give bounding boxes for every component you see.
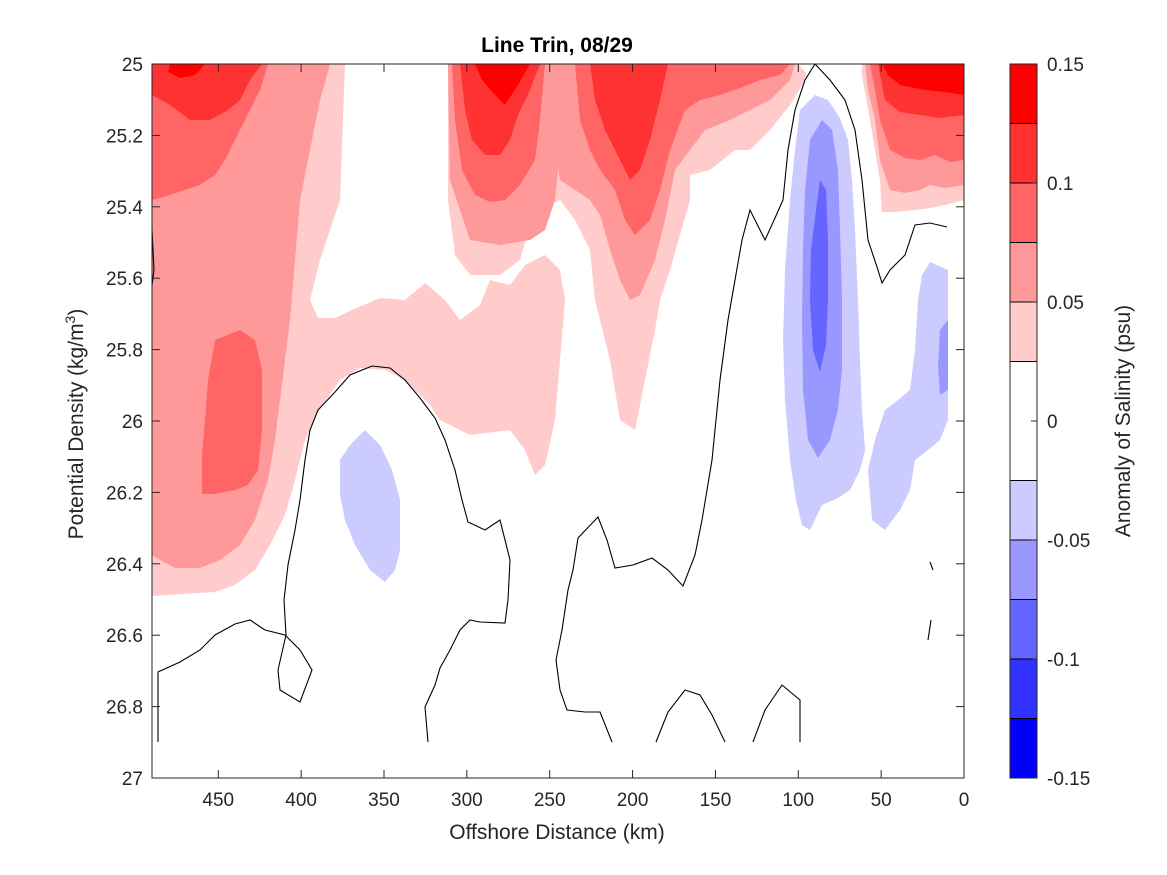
y-tick-label: 25.4 [106, 198, 143, 219]
x-axis: 450 400 350 300 250 200 150 100 50 0 [202, 64, 969, 811]
x-tick-label: 200 [617, 790, 649, 811]
y-tick-label: 25 [122, 55, 143, 76]
contour-fill-light-blue-far-right [868, 262, 948, 530]
contour-fill-red-patch [202, 330, 262, 494]
y-axis-label-close: ) [65, 309, 88, 316]
zero-contour-bottom-left [157, 365, 511, 743]
contour-fill-dark-red-center [460, 64, 540, 155]
contour-fill-dark-blue [810, 180, 828, 372]
contour-fill-dark-red-center2 [590, 64, 668, 180]
y-tick-label: 26 [122, 412, 143, 433]
contour-fill-brightest-red-right [882, 64, 964, 95]
zero-contour-left-edge [152, 229, 155, 286]
colorbar-band [1010, 123, 1037, 183]
contour-fills [152, 64, 964, 596]
zero-contour-center [555, 64, 948, 743]
y-tick-label: 27 [122, 769, 143, 790]
y-axis-label: Potential Density (kg/m3) [62, 309, 88, 540]
y-tick-label: 26.8 [106, 698, 143, 719]
chart-title: Line Trin, 08/29 [481, 34, 633, 57]
contour-fill-mid-red-left [152, 64, 330, 568]
colorbar-band [1010, 718, 1037, 778]
zero-contour-lines [152, 64, 948, 743]
x-tick-label: 0 [959, 790, 970, 811]
colorbar-tick-label: 0.1 [1047, 174, 1073, 195]
y-tick-label: 26.4 [106, 555, 143, 576]
contour-fill-mid-blue-far-right [938, 320, 948, 395]
x-tick-label: 300 [451, 790, 483, 811]
zero-contour-bit-1 [929, 561, 934, 571]
plot-area [152, 64, 964, 778]
colorbar-tick-label: -0.1 [1047, 650, 1080, 671]
zero-contour-bit-2 [927, 619, 932, 641]
contour-fill-brightest-red-center [475, 64, 530, 105]
colorbar-band [1010, 302, 1037, 362]
colorbar-band [1010, 183, 1037, 243]
contour-fill-dark-red-left [152, 64, 262, 120]
x-tick-label: 250 [534, 790, 566, 811]
y-tick-label: 25.6 [106, 269, 143, 290]
zero-contour-bump-1 [655, 689, 726, 743]
colorbar-tick-label: -0.05 [1047, 531, 1090, 552]
colorbar-tick-label: 0 [1047, 412, 1058, 433]
colorbar-band [1010, 599, 1037, 659]
colorbar-band [1010, 242, 1037, 302]
y-axis-label-superscript: 3 [62, 315, 78, 323]
colorbar-band [1010, 480, 1037, 540]
contour-fill-white-hole [370, 72, 422, 155]
y-axis: 25 25.2 25.4 25.6 25.8 26 26.2 26.4 26.6 26.8 27 [106, 55, 964, 790]
zero-contour-bump-2 [752, 684, 801, 743]
y-tick-label: 26.6 [106, 626, 143, 647]
colorbar-tick-label: 0.05 [1047, 293, 1084, 314]
x-tick-label: 50 [871, 790, 892, 811]
y-tick-label: 26.2 [106, 483, 143, 504]
y-tick-label: 25.8 [106, 341, 143, 362]
contour-fill-brightest-red-left [168, 64, 205, 78]
x-tick-label: 150 [700, 790, 732, 811]
x-tick-label: 350 [368, 790, 400, 811]
colorbar-tick-label: 0.15 [1047, 55, 1084, 76]
colorbar-label: Anomaly of Salinity (psu) [1112, 305, 1135, 537]
colorbar-band [1010, 659, 1037, 719]
x-tick-label: 400 [285, 790, 317, 811]
y-axis-label-main: Potential Density (kg/m [65, 323, 88, 539]
contour-fill-light-blue-left [340, 430, 400, 582]
colorbar-ticks: 0.15 0.1 0.05 0 -0.05 -0.1 -0.15 [1031, 55, 1090, 790]
colorbar-band [1010, 64, 1037, 124]
colorbar-band [1010, 540, 1037, 600]
y-tick-label: 25.2 [106, 126, 143, 147]
colorbar-tick-label: -0.15 [1047, 769, 1090, 790]
x-tick-label: 450 [202, 790, 234, 811]
x-axis-label: Offshore Distance (km) [449, 821, 665, 844]
x-tick-label: 100 [782, 790, 814, 811]
